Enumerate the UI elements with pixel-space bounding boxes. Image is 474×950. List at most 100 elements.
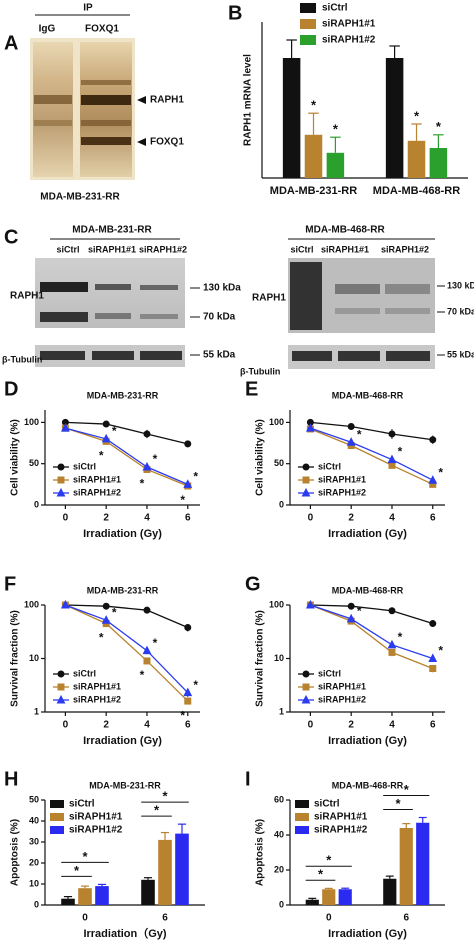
panel-label: H <box>4 768 18 790</box>
bar <box>399 828 413 905</box>
significance: * <box>180 493 185 507</box>
significance: * <box>311 98 317 113</box>
y-tick-label: 10 <box>29 653 39 663</box>
legend-label: siRAPH1#1 <box>318 474 366 484</box>
x-axis-label: Irradiation (Gy) <box>83 528 162 540</box>
bar <box>429 148 448 178</box>
legend-label: siCtrl <box>73 461 96 471</box>
significance: * <box>74 863 80 878</box>
legend-marker <box>56 487 66 497</box>
data-point <box>184 697 192 705</box>
data-point <box>429 436 437 444</box>
significance: * <box>82 849 88 864</box>
legend-label: siRAPH1#2 <box>318 694 366 704</box>
bar <box>282 58 301 178</box>
legend-label: siRAPH1#1 <box>73 681 121 691</box>
x-tick-label: 0 <box>326 913 332 924</box>
chart-title: MDA-MB-468-RR <box>332 390 404 400</box>
legend-label: siRAPH1#2 <box>73 694 121 704</box>
legend-label: siRAPH1#1 <box>314 812 368 823</box>
y-tick-label: 0 <box>279 499 284 509</box>
legend-marker <box>302 670 310 678</box>
y-axis-label: Survival fraction (%) <box>10 610 21 707</box>
row-label: RAPH1 <box>252 293 286 304</box>
legend-marker <box>301 694 311 704</box>
y-tick-label: 1 <box>279 706 284 716</box>
data-point <box>183 479 193 488</box>
panel-label: G <box>245 573 261 595</box>
legend-swatch <box>295 800 309 808</box>
data-point <box>305 423 315 432</box>
significance: * <box>398 445 403 459</box>
x-tick-label: 0 <box>82 913 88 924</box>
data-point <box>143 657 151 665</box>
legend-label: siRAPH1#1 <box>318 681 366 691</box>
y-tick-label: 30 <box>29 836 39 846</box>
x-tick-label: 6 <box>185 513 191 524</box>
significance: * <box>438 644 443 658</box>
x-axis-label: Irradiation（Gy) <box>83 927 166 940</box>
x-tick-label: 4 <box>389 513 395 524</box>
significance: * <box>414 108 420 123</box>
data-point <box>305 599 315 609</box>
chart-title: MDA-MB-231-RR <box>87 390 159 400</box>
legend-label: siRAPH1#2 <box>69 825 123 836</box>
chart-title: MDA-MB-468-RR <box>332 780 404 790</box>
lane-label: siCtrl <box>290 244 313 254</box>
chart-title: MDA-MB-468-RR <box>332 585 404 595</box>
bar <box>407 140 426 178</box>
marker-label: FOXQ1 <box>150 137 184 148</box>
y-axis-label: Apoptosis (%) <box>255 819 266 886</box>
significance: * <box>153 636 158 650</box>
legend-marker <box>57 670 65 678</box>
blot-title: MDA-MB-468-RR <box>305 225 385 236</box>
x-tick-label: 0 <box>308 720 314 731</box>
legend-label: siRAPH1#1 <box>322 19 376 30</box>
data-point <box>387 454 397 464</box>
y-tick-label: 20 <box>274 864 284 874</box>
bar <box>338 889 352 905</box>
series-line <box>65 427 189 485</box>
blot-title: MDA-MB-231-RR <box>72 225 152 236</box>
series-line <box>310 604 434 670</box>
data-point <box>346 437 356 446</box>
x-tick-label: MDA-MB-231-RR <box>270 185 357 197</box>
data-point <box>347 423 355 431</box>
row-label: RAPH1 <box>10 291 44 302</box>
y-tick-label: 0 <box>34 899 39 909</box>
ip-header: IP <box>83 3 93 14</box>
bar <box>158 839 172 905</box>
legend-marker <box>302 476 310 484</box>
legend-marker <box>301 487 311 497</box>
y-tick-label: 100 <box>24 599 39 609</box>
legend-label: siRAPH1#2 <box>318 487 366 497</box>
data-point <box>183 687 193 697</box>
bar <box>383 878 397 905</box>
legend-swatch <box>295 813 309 821</box>
series-line <box>65 604 189 694</box>
panel-label: C <box>4 226 18 248</box>
significance: * <box>357 604 362 618</box>
data-point <box>60 423 70 432</box>
size-label: 70 kDa <box>447 306 474 316</box>
arrow <box>137 96 146 104</box>
legend-swatch <box>50 826 64 834</box>
x-tick-label: MDA-MB-468-RR <box>373 185 460 197</box>
lane-label: IgG <box>39 24 56 35</box>
data-point <box>388 430 396 438</box>
significance: * <box>99 449 104 463</box>
y-tick-label: 100 <box>269 599 284 609</box>
significance: * <box>153 452 158 466</box>
y-axis-label: Cell viability (%) <box>10 419 21 496</box>
bar <box>78 888 92 905</box>
legend-marker <box>302 463 310 471</box>
x-tick-label: 6 <box>185 720 191 731</box>
blot-image <box>288 258 435 369</box>
data-point <box>101 615 111 624</box>
y-tick-label: 0 <box>279 899 284 909</box>
series-line <box>65 427 189 487</box>
legend-label: siCtrl <box>69 799 95 810</box>
legend-marker <box>57 683 65 691</box>
panel-label: D <box>4 378 18 400</box>
y-tick-label: 0 <box>34 499 39 509</box>
